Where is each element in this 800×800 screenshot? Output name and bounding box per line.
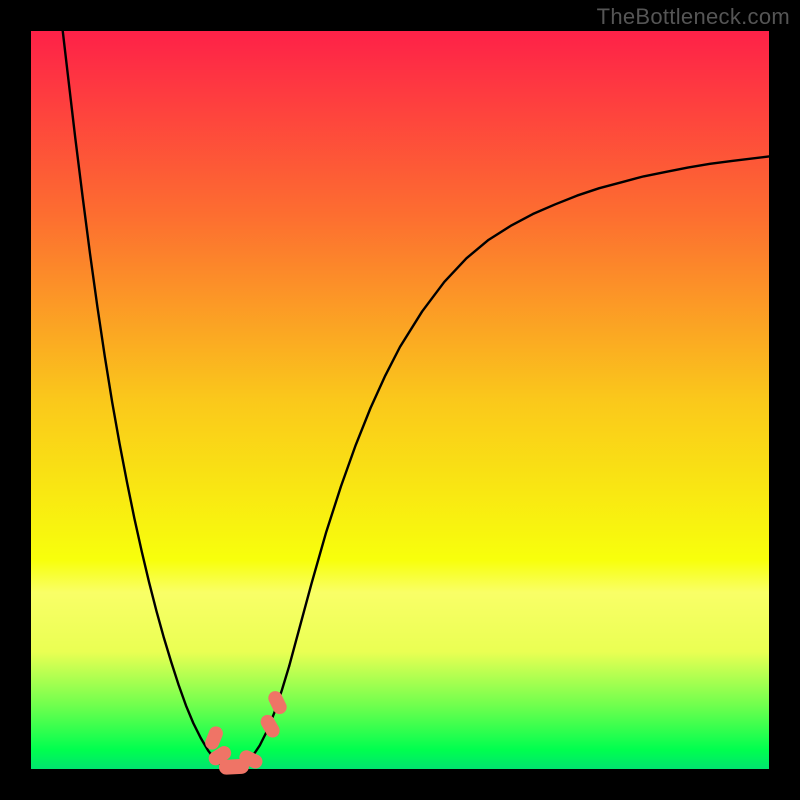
watermark-text: TheBottleneck.com (597, 4, 790, 30)
plot-gradient-panel (31, 31, 769, 769)
